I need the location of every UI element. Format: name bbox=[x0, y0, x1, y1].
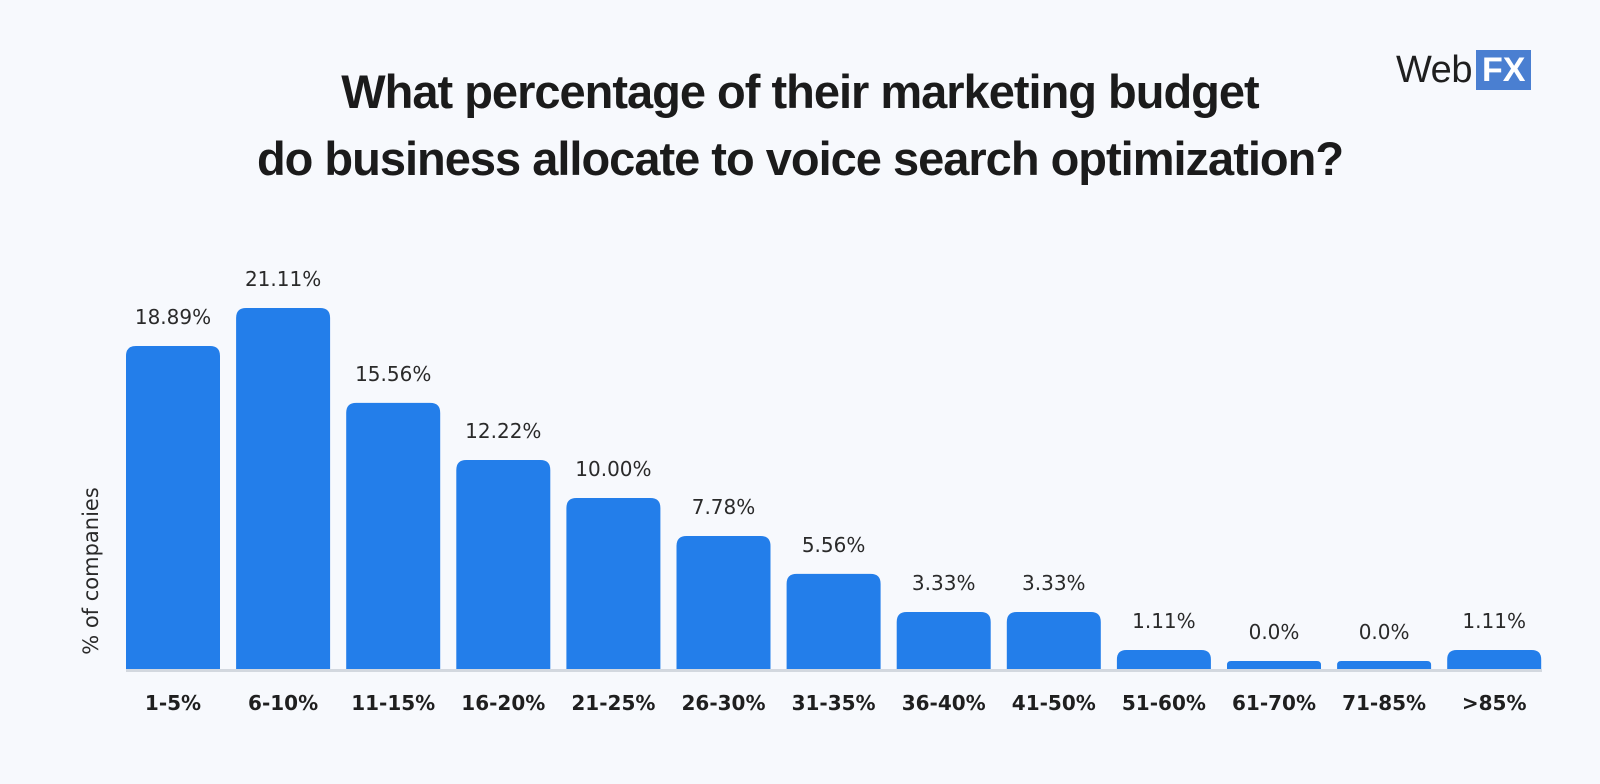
category-label-10: 51-60% bbox=[1122, 691, 1206, 715]
value-label-13: 1.11% bbox=[1462, 609, 1526, 633]
category-label-6: 26-30% bbox=[681, 691, 765, 715]
category-label-8: 36-40% bbox=[902, 691, 986, 715]
logo-fx-badge: FX bbox=[1475, 50, 1532, 90]
category-label-7: 31-35% bbox=[792, 691, 876, 715]
bar-3 bbox=[346, 402, 441, 669]
value-label-2: 21.11% bbox=[245, 267, 321, 291]
bar-8 bbox=[896, 612, 991, 669]
chart-title-line-2: do business allocate to voice search opt… bbox=[256, 132, 1344, 185]
webfx-logo: Web FX bbox=[1396, 48, 1532, 92]
bar-10 bbox=[1116, 650, 1211, 669]
category-label-9: 41-50% bbox=[1012, 691, 1096, 715]
bar-5 bbox=[566, 498, 661, 669]
bar-13 bbox=[1447, 650, 1542, 669]
bar-4 bbox=[456, 460, 551, 669]
category-label-5: 21-25% bbox=[571, 691, 655, 715]
category-label-13: >85% bbox=[1462, 691, 1527, 715]
value-label-1: 18.89% bbox=[135, 305, 211, 329]
bar-12 bbox=[1337, 661, 1432, 669]
logo-web-text: Web bbox=[1396, 49, 1472, 91]
value-label-8: 3.33% bbox=[912, 571, 976, 595]
value-label-7: 5.56% bbox=[802, 533, 866, 557]
value-label-11: 0.0% bbox=[1249, 620, 1300, 644]
chart-title-line-1: What percentage of their marketing budge… bbox=[341, 65, 1259, 118]
bar-11 bbox=[1227, 661, 1321, 669]
bar-1 bbox=[126, 345, 220, 669]
category-label-12: 71-85% bbox=[1342, 691, 1426, 715]
value-label-6: 7.78% bbox=[692, 495, 756, 519]
category-label-11: 61-70% bbox=[1232, 691, 1316, 715]
bar-6 bbox=[676, 535, 771, 669]
bar-2 bbox=[236, 308, 331, 669]
chart-title: What percentage of their marketing budge… bbox=[0, 58, 1600, 192]
value-label-5: 10.00% bbox=[575, 457, 651, 481]
value-label-3: 15.56% bbox=[355, 362, 431, 386]
bar-9 bbox=[1006, 612, 1101, 669]
category-label-3: 11-15% bbox=[351, 691, 435, 715]
value-label-10: 1.11% bbox=[1132, 609, 1196, 633]
bar-7 bbox=[786, 573, 881, 669]
value-label-4: 12.22% bbox=[465, 419, 541, 443]
category-label-2: 6-10% bbox=[248, 691, 318, 715]
value-label-12: 0.0% bbox=[1359, 620, 1410, 644]
value-label-9: 3.33% bbox=[1022, 571, 1086, 595]
category-label-1: 1-5% bbox=[145, 691, 201, 715]
category-label-4: 16-20% bbox=[461, 691, 545, 715]
x-axis-line bbox=[126, 669, 1542, 672]
